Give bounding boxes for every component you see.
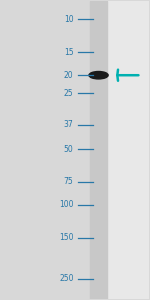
- Text: 20: 20: [64, 71, 74, 80]
- Text: 100: 100: [59, 200, 74, 209]
- Text: 25: 25: [64, 89, 74, 98]
- Bar: [107, 2, 149, 298]
- Text: 250: 250: [59, 274, 74, 283]
- Ellipse shape: [89, 71, 108, 79]
- Text: 15: 15: [64, 47, 74, 56]
- Text: 75: 75: [64, 177, 74, 186]
- Text: 150: 150: [59, 233, 74, 242]
- Text: 10: 10: [64, 15, 74, 24]
- Text: 50: 50: [64, 145, 74, 154]
- Bar: [90, 2, 107, 298]
- Text: 37: 37: [64, 120, 74, 129]
